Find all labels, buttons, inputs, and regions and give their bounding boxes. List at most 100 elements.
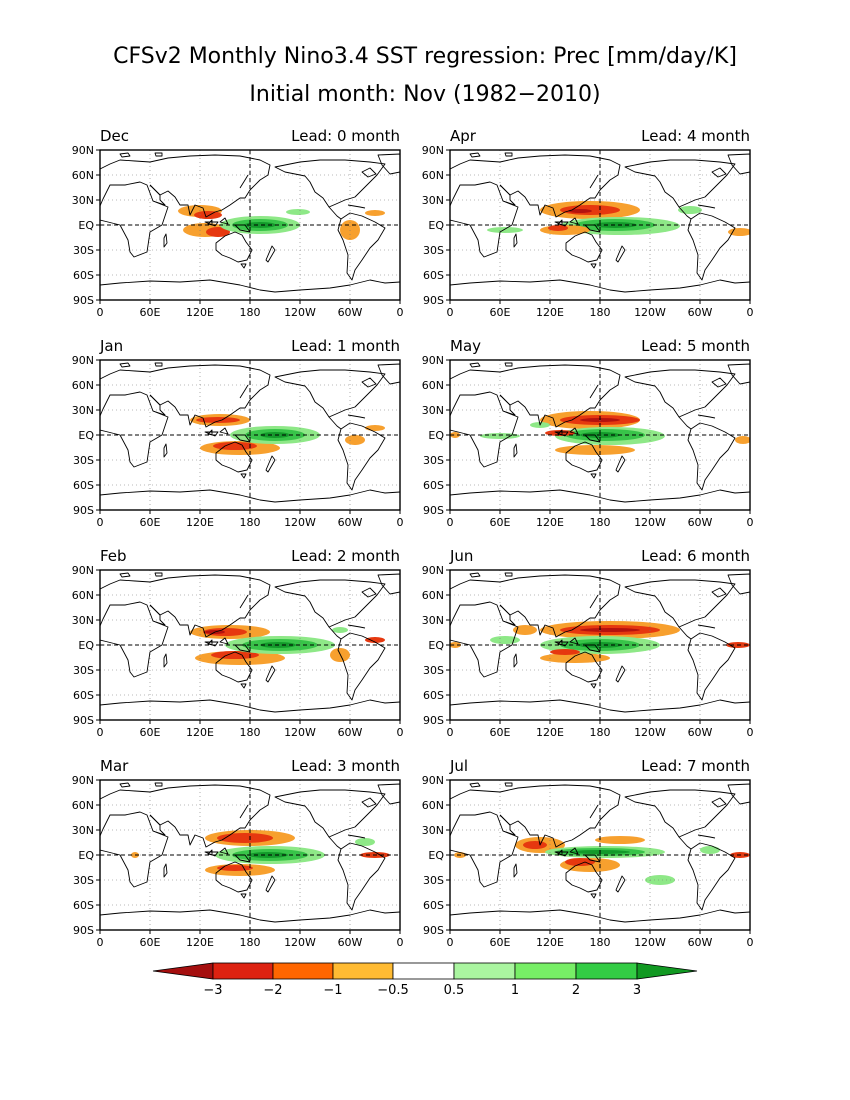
lat-tick-label: 30S (73, 244, 94, 257)
lon-tick-label: 60W (338, 306, 363, 319)
lon-tick-label: 120W (284, 306, 316, 319)
lon-tick-label: 120E (186, 306, 214, 319)
lon-tick-label: 0 (397, 516, 404, 529)
lat-tick-label: 60N (422, 169, 444, 182)
lon-tick-label: 0 (747, 726, 754, 739)
lat-tick-label: 30S (73, 454, 94, 467)
lat-tick-label: 30N (422, 194, 444, 207)
precip-anomaly (365, 637, 385, 643)
lat-tick-label: 60S (73, 689, 94, 702)
lat-tick-label: 30S (73, 874, 94, 887)
lon-tick-label: 60E (140, 306, 161, 319)
lat-tick-label: 90S (73, 504, 94, 517)
lat-tick-label: 60S (423, 479, 444, 492)
map-area (100, 360, 400, 510)
panel-month-label: Apr (450, 127, 477, 145)
panel-lead-label: Lead: 1 month (291, 337, 400, 355)
lat-tick-label: 90S (423, 924, 444, 937)
lat-tick-label: 30N (72, 824, 94, 837)
precip-anomaly (196, 417, 240, 423)
panel-lead-label: Lead: 5 month (641, 337, 750, 355)
lat-tick-label: 60N (422, 799, 444, 812)
colorbar-segment (453, 962, 516, 980)
lat-tick-label: 90S (73, 924, 94, 937)
lat-tick-label: 30N (72, 404, 94, 417)
lat-tick-label: 90S (423, 504, 444, 517)
colorbar-label: 2 (572, 983, 580, 998)
lat-tick-label: 60N (422, 379, 444, 392)
colorbar-max-triangle (636, 962, 698, 980)
lat-tick-label: 90N (72, 144, 94, 157)
lat-tick-label: EQ (428, 849, 444, 862)
lat-tick-label: 60S (423, 899, 444, 912)
lon-tick-label: 120W (284, 936, 316, 949)
precip-anomaly (487, 227, 523, 233)
lon-tick-label: 0 (447, 306, 454, 319)
lon-tick-label: 60E (140, 726, 161, 739)
colorbar-label: −1 (323, 983, 342, 998)
lat-tick-label: 30N (422, 404, 444, 417)
lon-tick-label: 120E (536, 936, 564, 949)
panel-lead-label: Lead: 3 month (291, 757, 400, 775)
panel-lead-label: Lead: 7 month (641, 757, 750, 775)
lat-tick-label: 90N (72, 774, 94, 787)
colorbar-label: −3 (203, 983, 222, 998)
lat-tick-label: 30N (422, 824, 444, 837)
map-area (100, 780, 400, 930)
lon-tick-label: 180 (240, 936, 261, 949)
lon-tick-label: 180 (590, 936, 611, 949)
lat-tick-label: 90N (72, 354, 94, 367)
precip-anomaly (595, 836, 645, 844)
lon-tick-label: 0 (447, 726, 454, 739)
colorbar-label: −0.5 (377, 983, 409, 998)
figure-subtitle: Initial month: Nov (1982−2010) (249, 82, 600, 107)
lon-tick-label: 120W (634, 516, 666, 529)
precip-anomaly (580, 628, 640, 632)
lat-tick-label: 30S (423, 664, 444, 677)
panel-month-label: Jul (449, 757, 468, 775)
lat-tick-label: EQ (428, 639, 444, 652)
panel-lead-label: Lead: 4 month (641, 127, 750, 145)
lon-tick-label: 0 (97, 516, 104, 529)
lon-tick-label: 60W (338, 726, 363, 739)
lon-tick-label: 120E (536, 726, 564, 739)
lat-tick-label: EQ (78, 429, 94, 442)
colorbar-segment (332, 962, 394, 980)
panel-lead-label: Lead: 0 month (291, 127, 400, 145)
precip-anomaly (365, 210, 385, 216)
lon-tick-label: 120E (186, 936, 214, 949)
map-area (450, 360, 750, 510)
lon-tick-label: 120E (536, 306, 564, 319)
precip-anomaly (194, 211, 222, 219)
lat-tick-label: 90S (73, 714, 94, 727)
colorbar-segment (575, 962, 638, 980)
precip-anomaly (565, 858, 595, 866)
lon-tick-label: 60E (490, 306, 511, 319)
lon-tick-label: 60W (688, 936, 713, 949)
lat-tick-label: 60S (423, 269, 444, 282)
lat-tick-label: 30N (72, 614, 94, 627)
colorbar-segment (514, 962, 577, 980)
lat-tick-label: EQ (428, 219, 444, 232)
lat-tick-label: 90S (423, 714, 444, 727)
lon-tick-label: 120W (634, 726, 666, 739)
lon-tick-label: 120W (284, 516, 316, 529)
lon-tick-label: 120W (634, 936, 666, 949)
lon-tick-label: 0 (97, 306, 104, 319)
lat-tick-label: 30N (422, 614, 444, 627)
map-area (450, 570, 750, 720)
lon-tick-label: 180 (240, 516, 261, 529)
precip-anomaly (700, 846, 720, 854)
lat-tick-label: 60N (72, 799, 94, 812)
lon-tick-label: 60E (490, 726, 511, 739)
lat-tick-label: 90N (72, 564, 94, 577)
lon-tick-label: 0 (397, 726, 404, 739)
panel-month-label: Dec (100, 127, 129, 145)
lat-tick-label: EQ (428, 429, 444, 442)
map-area (100, 150, 400, 300)
lat-tick-label: 60N (72, 589, 94, 602)
